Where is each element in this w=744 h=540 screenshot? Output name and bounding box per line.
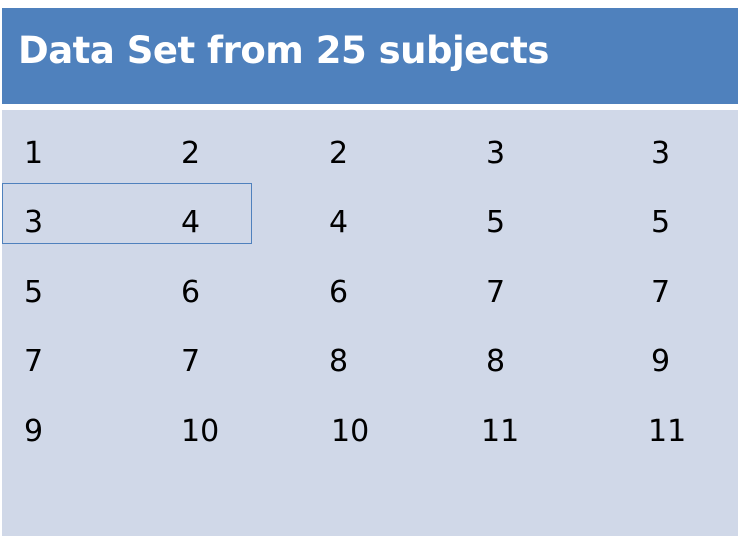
- data-cell: 3: [486, 136, 506, 171]
- data-cell: 6: [329, 275, 349, 310]
- data-cell: 3: [651, 136, 671, 171]
- data-cell: 6: [181, 275, 201, 310]
- data-cell: 9: [651, 344, 671, 379]
- data-panel: [2, 110, 738, 536]
- data-cell: 2: [329, 136, 349, 171]
- data-cell: 7: [181, 344, 201, 379]
- data-cell: 9: [24, 414, 44, 449]
- data-cell: 5: [651, 205, 671, 240]
- data-cell: 11: [481, 414, 520, 449]
- data-cell: 4: [329, 205, 349, 240]
- data-cell: 8: [486, 344, 506, 379]
- data-cell: 5: [24, 275, 44, 310]
- data-cell: 1: [24, 136, 44, 171]
- highlight-box: [2, 183, 252, 244]
- data-cell: 3: [24, 205, 44, 240]
- data-cell: 2: [181, 136, 201, 171]
- title-banner: Data Set from 25 subjects: [2, 8, 738, 104]
- data-cell: 7: [24, 344, 44, 379]
- data-cell: 7: [486, 275, 506, 310]
- data-cell: 5: [486, 205, 506, 240]
- data-cell: 4: [181, 205, 201, 240]
- data-cell: 10: [181, 414, 220, 449]
- data-cell: 8: [329, 344, 349, 379]
- data-cell: 10: [331, 414, 370, 449]
- data-cell: 11: [648, 414, 687, 449]
- data-cell: 7: [651, 275, 671, 310]
- slide-title: Data Set from 25 subjects: [18, 29, 549, 72]
